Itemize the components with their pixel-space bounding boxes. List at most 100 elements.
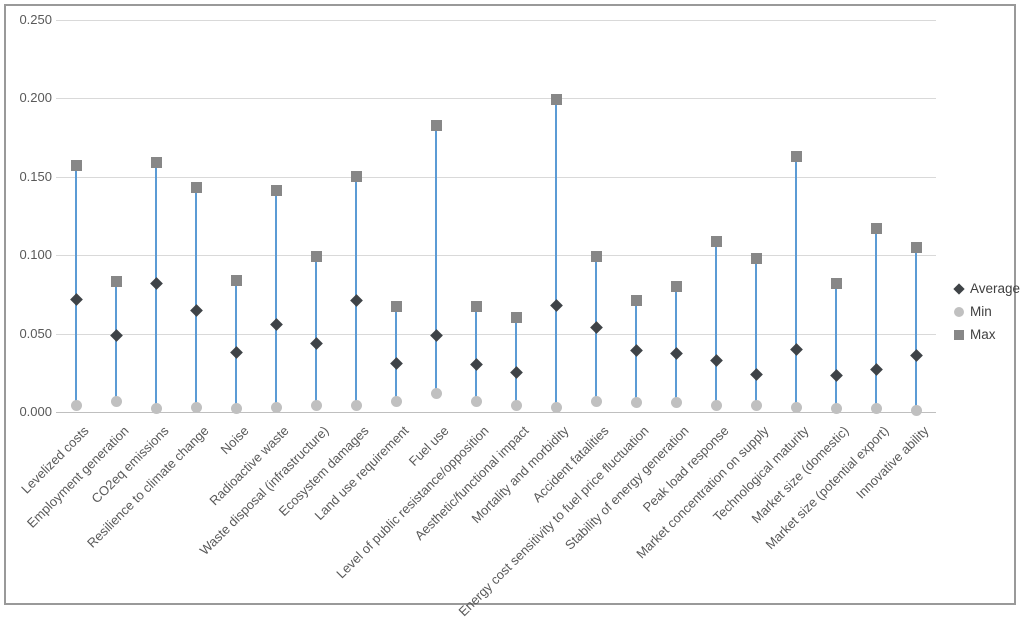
hi-lo-line [675, 286, 677, 403]
y-tick-label: 0.250 [19, 12, 52, 27]
average-marker [509, 366, 523, 380]
min-marker [870, 403, 882, 415]
average-marker [669, 347, 683, 361]
max-marker [70, 160, 82, 172]
min-marker [190, 401, 202, 413]
min-marker [830, 403, 842, 415]
hi-lo-line [795, 156, 797, 408]
max-marker [350, 171, 362, 183]
average-marker [629, 344, 643, 358]
hi-lo-line [75, 165, 77, 406]
min-marker [430, 387, 442, 399]
min-marker [310, 400, 322, 412]
x-axis-line [56, 412, 936, 413]
average-marker [189, 303, 203, 317]
hi-lo-line [715, 241, 717, 406]
max-marker [630, 295, 642, 307]
hi-lo-line [355, 176, 357, 406]
y-tick-label: 0.100 [19, 247, 52, 262]
hi-lo-line [195, 187, 197, 408]
hi-lo-line [475, 306, 477, 402]
average-marker [869, 363, 883, 377]
y-tick-label: 0.050 [19, 326, 52, 341]
max-marker [830, 277, 842, 289]
chart-legend: Average Min Max [953, 277, 1021, 346]
min-marker [670, 397, 682, 409]
min-marker [70, 400, 82, 412]
average-marker [429, 328, 443, 342]
min-marker [550, 401, 562, 413]
legend-label: Average [970, 281, 1021, 296]
average-marker [709, 353, 723, 367]
max-marker [190, 182, 202, 194]
min-marker [350, 400, 362, 412]
average-marker [349, 294, 363, 308]
chart-frame: 0.000 0.050 0.100 0.150 0.200 0.250 Levelized… [4, 4, 1020, 619]
max-marker [150, 157, 162, 169]
max-marker [790, 150, 802, 162]
min-marker [910, 404, 922, 416]
max-marker [470, 301, 482, 313]
max-marker [910, 241, 922, 253]
max-marker [550, 94, 562, 106]
hi-lo-line [235, 280, 237, 409]
legend-item-min: Min [954, 300, 1020, 323]
min-marker [710, 400, 722, 412]
min-marker [630, 397, 642, 409]
max-marker [430, 119, 442, 131]
max-marker [510, 312, 522, 324]
max-marker [390, 301, 402, 313]
max-marker [110, 276, 122, 288]
hi-lo-line [835, 283, 837, 409]
max-marker [310, 251, 322, 263]
hi-lo-line [395, 306, 397, 402]
max-marker [270, 185, 282, 197]
max-marker [590, 251, 602, 263]
average-marker [389, 357, 403, 370]
hi-lo-line [515, 317, 517, 406]
legend-label: Max [970, 327, 996, 342]
average-marker [909, 349, 923, 362]
gridline [56, 98, 936, 99]
min-marker [390, 395, 402, 407]
max-marker [710, 235, 722, 247]
legend-item-average: Average [953, 277, 1021, 300]
max-marker [750, 252, 762, 264]
square-icon [954, 329, 964, 340]
average-marker [549, 299, 563, 312]
hi-lo-line [875, 228, 877, 409]
max-marker [870, 223, 882, 235]
average-marker [469, 358, 483, 372]
average-marker [269, 317, 283, 331]
min-marker [230, 403, 242, 415]
min-marker [270, 401, 282, 413]
average-marker [589, 320, 603, 334]
plot-area [6, 6, 1014, 603]
gridline [56, 177, 936, 178]
hi-lo-line [755, 258, 757, 406]
hi-lo-line [915, 247, 917, 411]
hi-lo-line [275, 190, 277, 408]
average-marker [749, 367, 763, 381]
min-marker [150, 403, 162, 415]
legend-item-max: Max [954, 323, 1020, 346]
average-marker [109, 328, 123, 342]
y-tick-label: 0.150 [19, 169, 52, 184]
hi-lo-line [555, 99, 557, 408]
max-marker [670, 281, 682, 293]
average-marker [69, 292, 83, 306]
gridline [56, 20, 936, 21]
gridline [56, 255, 936, 256]
average-marker [229, 346, 243, 359]
gridline [56, 334, 936, 335]
y-tick-label: 0.000 [19, 404, 52, 419]
y-tick-label: 0.200 [19, 90, 52, 105]
hi-lo-line [435, 125, 437, 394]
max-marker [230, 274, 242, 286]
average-marker [789, 342, 803, 356]
min-marker [470, 395, 482, 407]
legend-label: Min [970, 304, 992, 319]
min-marker [790, 401, 802, 413]
circle-icon [954, 306, 964, 317]
average-marker [309, 336, 323, 350]
